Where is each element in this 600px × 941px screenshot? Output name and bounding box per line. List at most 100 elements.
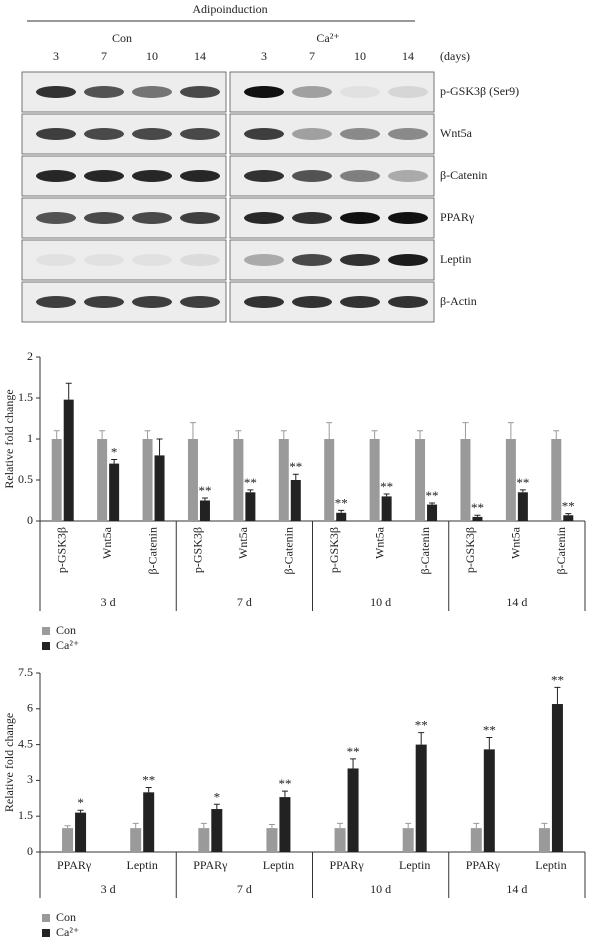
error-bar: [247, 489, 254, 493]
significance: **: [516, 475, 529, 490]
day-label: 10: [354, 49, 366, 63]
group-label: 3 d: [101, 882, 116, 896]
band: [244, 254, 284, 266]
y-tick-label: 0: [27, 844, 33, 858]
bar: [563, 515, 574, 521]
bar: [538, 828, 550, 852]
error-bar: [64, 825, 71, 829]
band: [84, 86, 124, 98]
band: [84, 296, 124, 308]
band: [340, 170, 380, 182]
legend-label: Con: [56, 910, 76, 924]
bar: [334, 828, 346, 852]
legend-swatch: [42, 642, 50, 650]
y-axis-label: Relative fold change: [2, 713, 16, 812]
group-label: 10 d: [370, 882, 391, 896]
bar: [199, 500, 210, 521]
day-label: 7: [309, 49, 315, 63]
group-label: Ca²⁺: [316, 31, 339, 45]
band: [132, 128, 172, 140]
x-tick-label: PPARγ: [57, 858, 92, 872]
significance: **: [335, 495, 348, 510]
error-bar: [156, 438, 163, 456]
error-bar: [418, 732, 425, 745]
bar: [187, 439, 198, 521]
band: [244, 212, 284, 224]
error-bar: [292, 473, 299, 480]
day-label: 14: [194, 49, 206, 63]
x-tick-label: p-GSK3β: [191, 527, 205, 573]
y-tick-label: 0.5: [18, 472, 33, 486]
y-tick-label: 1.5: [18, 808, 33, 822]
significance: **: [380, 479, 393, 494]
significance: **: [142, 773, 155, 788]
band: [180, 212, 220, 224]
error-bar: [77, 809, 84, 813]
error-bar: [189, 422, 196, 439]
bar: [551, 704, 563, 852]
error-bar: [553, 430, 560, 439]
x-tick-label: PPARγ: [329, 858, 364, 872]
error-bar: [111, 459, 118, 464]
error-bar: [486, 736, 493, 750]
significance: **: [347, 744, 360, 759]
significance: **: [289, 459, 302, 474]
band: [132, 254, 172, 266]
protein-label: β-Actin: [440, 294, 477, 308]
day-label: 3: [53, 49, 59, 63]
error-bar: [326, 422, 333, 439]
bar: [551, 439, 562, 521]
protein-label: PPARγ: [440, 210, 475, 224]
significance: *: [214, 789, 221, 804]
bar: [415, 744, 427, 852]
band: [292, 86, 332, 98]
bar: [278, 439, 289, 521]
bar: [75, 812, 87, 852]
protein-label: Leptin: [440, 252, 471, 266]
band: [180, 86, 220, 98]
protein-label: Wnt5a: [440, 126, 473, 140]
significance: **: [562, 499, 575, 514]
error-bar: [554, 686, 561, 705]
x-tick-label: Wnt5a: [372, 526, 386, 559]
bar: [143, 792, 155, 852]
band: [244, 86, 284, 98]
significance: **: [278, 776, 291, 791]
band: [36, 86, 76, 98]
band: [340, 86, 380, 98]
x-tick-label: Leptin: [263, 858, 294, 872]
bar: [62, 828, 74, 852]
band: [340, 212, 380, 224]
bar: [233, 439, 244, 521]
legend-label: Ca²⁺: [56, 925, 79, 939]
y-tick-label: 1: [27, 431, 33, 445]
band: [292, 170, 332, 182]
legend-swatch: [42, 929, 50, 937]
x-tick-label: Leptin: [127, 858, 158, 872]
bar: [517, 492, 528, 521]
bar: [130, 828, 142, 852]
protein-label: β-Catenin: [440, 168, 487, 182]
y-tick-label: 6: [27, 701, 33, 715]
significance: **: [551, 672, 564, 687]
error-bar: [338, 509, 345, 513]
y-axis-label: Relative fold change: [2, 389, 16, 488]
y-tick-label: 1.5: [18, 390, 33, 404]
day-label: 10: [146, 49, 158, 63]
bar: [211, 809, 223, 852]
band: [292, 254, 332, 266]
bar: [427, 504, 438, 521]
error-bar: [337, 822, 344, 829]
x-tick-label: PPARγ: [466, 858, 501, 872]
error-bar: [519, 489, 526, 493]
band: [84, 128, 124, 140]
x-tick-label: p-GSK3β: [327, 527, 341, 573]
band: [340, 128, 380, 140]
band: [180, 296, 220, 308]
band: [36, 296, 76, 308]
day-label: 3: [261, 49, 267, 63]
day-label: 14: [402, 49, 414, 63]
y-tick-label: 4.5: [18, 736, 33, 750]
group-label: 10 d: [370, 595, 391, 609]
